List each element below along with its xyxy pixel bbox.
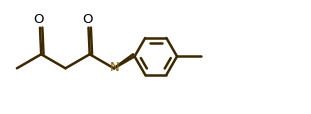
Text: O: O: [33, 13, 44, 26]
Text: O: O: [82, 13, 92, 26]
Text: N: N: [110, 61, 119, 74]
